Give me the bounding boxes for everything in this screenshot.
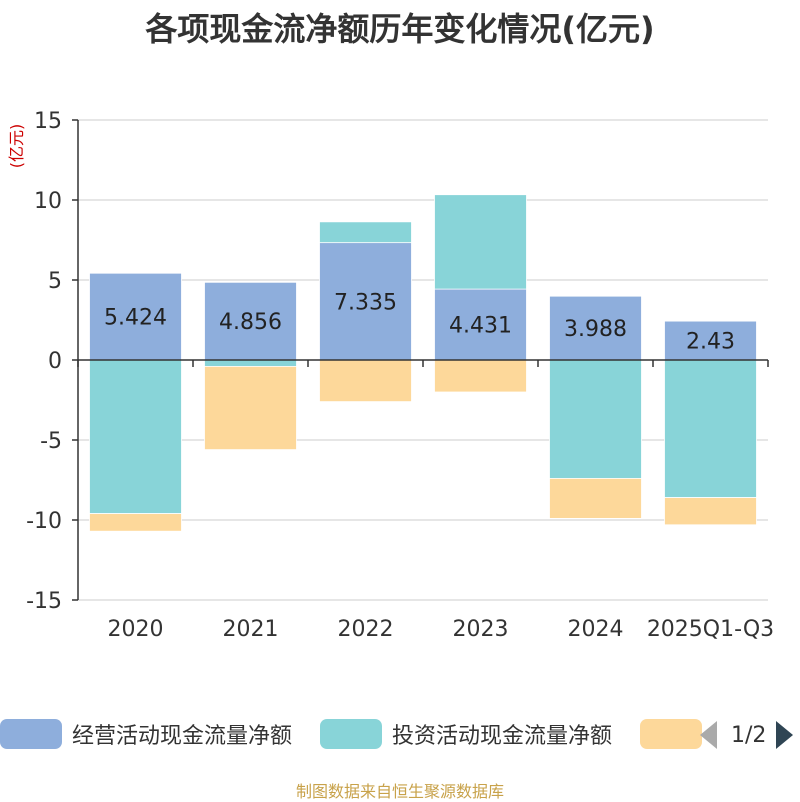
legend-item-operating[interactable]: 经营活动现金流量净额 bbox=[0, 716, 292, 752]
x-tick-label: 2024 bbox=[568, 617, 624, 642]
y-tick-label: -15 bbox=[26, 589, 62, 614]
legend-label-investing: 投资活动现金流量净额 bbox=[392, 724, 613, 749]
bar-1-2022 bbox=[319, 242, 412, 361]
bar-2-2024 bbox=[549, 359, 642, 479]
bar-2-2022 bbox=[319, 221, 412, 244]
x-tick-label: 2025Q1-Q3 bbox=[647, 617, 774, 642]
bar-3-2022 bbox=[319, 359, 412, 402]
bar-3-2024 bbox=[549, 477, 642, 519]
bar-1-2023 bbox=[434, 288, 527, 361]
bar-3-2021 bbox=[204, 365, 297, 450]
chart-plot: 5.424 4.856 7.335 4.431 3.988 2.43 15 10 5 0 -5 -1… bbox=[7, 109, 774, 642]
data-label: 7.335 bbox=[334, 290, 397, 315]
bar-1-2024 bbox=[549, 295, 642, 361]
legend-item-investing[interactable]: 投资活动现金流量净额 bbox=[320, 716, 612, 752]
x-tick-label: 2021 bbox=[223, 617, 279, 642]
y-tick-label: 5 bbox=[48, 269, 62, 294]
y-tick-label: 0 bbox=[48, 349, 62, 374]
bar-1-2025Q1-Q3 bbox=[664, 320, 757, 361]
chart-title: 各项现金流净额历年变化情况(亿元) bbox=[145, 10, 655, 48]
data-label: 4.431 bbox=[449, 314, 512, 339]
legend-item-financing[interactable] bbox=[640, 716, 702, 752]
bar-1-2021 bbox=[204, 281, 297, 361]
x-tick-label: 2020 bbox=[108, 617, 164, 642]
data-label: 5.424 bbox=[104, 306, 167, 331]
bar-group bbox=[89, 194, 757, 532]
bar-3-2023 bbox=[434, 359, 527, 393]
legend-swatch-financing bbox=[640, 719, 702, 749]
data-label: 3.988 bbox=[564, 317, 627, 342]
x-tick-label: 2022 bbox=[338, 617, 394, 642]
legend-prev-icon[interactable] bbox=[700, 721, 717, 749]
source-note: 制图数据来自恒生聚源数据库 bbox=[295, 782, 504, 801]
x-tick-label: 2023 bbox=[453, 617, 509, 642]
bar-1-2020 bbox=[89, 272, 182, 361]
bar-2-2025Q1-Q3 bbox=[664, 359, 757, 499]
legend-pager: 1/2 bbox=[700, 718, 794, 752]
legend-label-operating: 经营活动现金流量净额 bbox=[72, 724, 293, 749]
legend: 经营活动现金流量净额 投资活动现金流量净额 bbox=[0, 716, 800, 756]
axes: 15 10 5 0 -5 -10 -15 2020 2021 2022 2023 2024 2025Q1… bbox=[26, 109, 774, 642]
y-tick-label: -10 bbox=[26, 509, 62, 534]
data-label: 2.43 bbox=[686, 330, 735, 355]
y-tick-label: -5 bbox=[40, 429, 62, 454]
legend-swatch-investing bbox=[320, 719, 382, 749]
legend-page-indicator: 1/2 bbox=[731, 722, 767, 748]
legend-swatch-operating bbox=[0, 719, 62, 749]
bar-2-2021 bbox=[204, 359, 297, 367]
y-tick-label: 15 bbox=[34, 109, 62, 134]
data-label: 4.856 bbox=[219, 310, 282, 335]
legend-next-icon[interactable] bbox=[776, 721, 794, 749]
y-tick-label: 10 bbox=[34, 189, 62, 214]
bar-3-2025Q1-Q3 bbox=[664, 497, 757, 526]
y-axis-label: (亿元) bbox=[7, 124, 26, 169]
data-labels: 5.424 4.856 7.335 4.431 3.988 2.43 bbox=[104, 290, 735, 354]
bar-2-2020 bbox=[89, 359, 182, 515]
bar-3-2020 bbox=[89, 513, 182, 532]
bar-2-2023 bbox=[434, 194, 527, 290]
